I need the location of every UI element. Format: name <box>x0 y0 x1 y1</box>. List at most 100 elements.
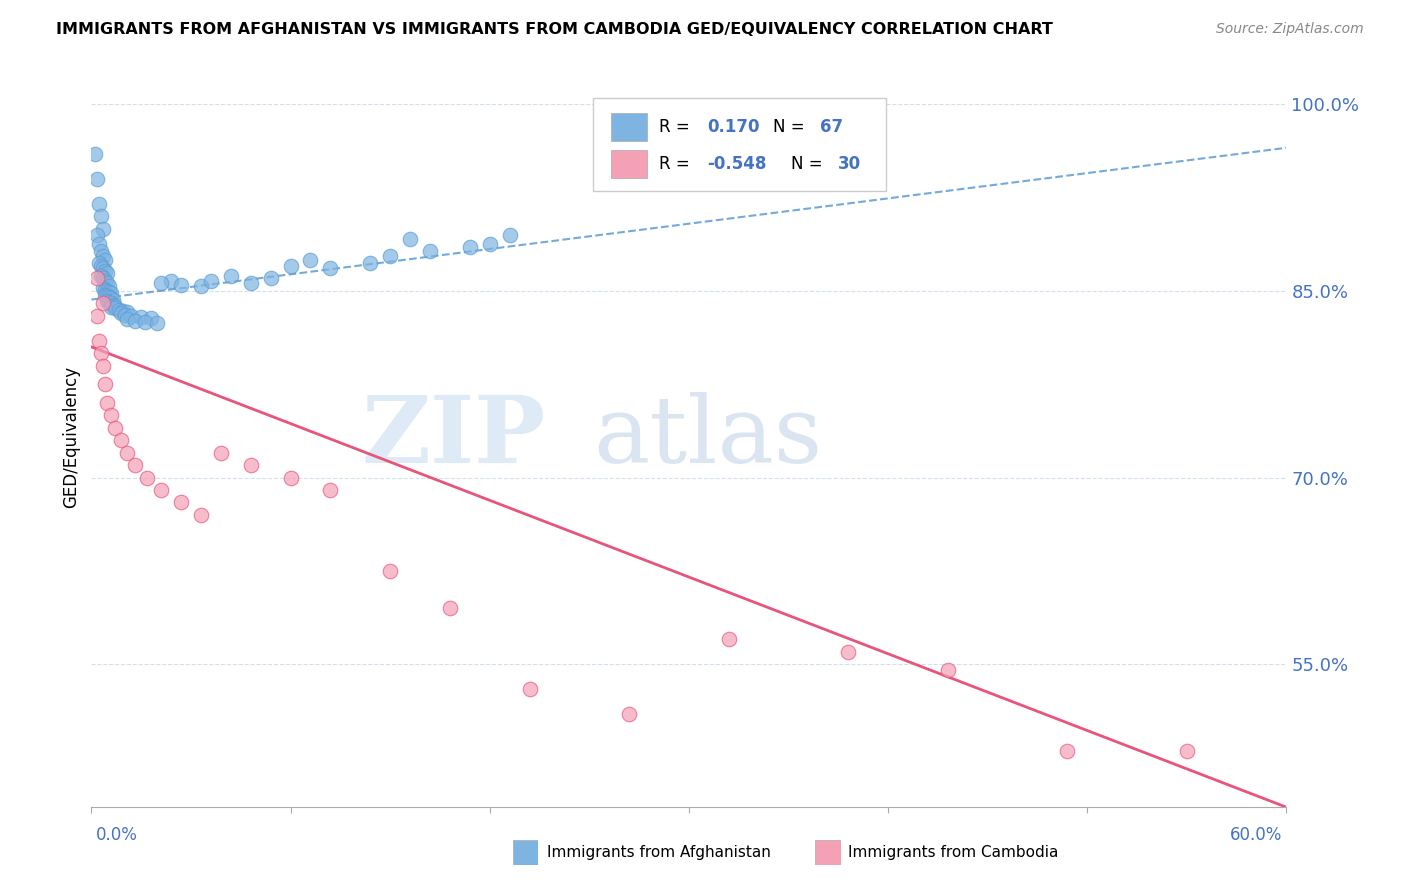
Point <box>90 244 112 258</box>
Text: 30: 30 <box>838 155 862 173</box>
Point <box>96 289 118 303</box>
Point <box>94 264 117 278</box>
Point <box>160 274 183 288</box>
Point <box>93 221 115 235</box>
Point <box>94 252 117 267</box>
Point <box>98 290 121 304</box>
Text: 0.0%: 0.0% <box>96 826 138 844</box>
Point <box>150 277 173 291</box>
Text: Immigrants from Afghanistan: Immigrants from Afghanistan <box>547 846 770 860</box>
Point <box>86 271 108 285</box>
Point <box>94 377 117 392</box>
Point <box>129 310 152 324</box>
Point <box>146 316 169 330</box>
Point <box>120 309 142 323</box>
Point <box>103 293 125 307</box>
Point <box>86 227 108 242</box>
Y-axis label: GED/Equivalency: GED/Equivalency <box>62 366 80 508</box>
Point <box>94 287 117 301</box>
Point <box>519 681 541 696</box>
Point <box>170 277 193 292</box>
Point <box>90 268 112 283</box>
Point <box>104 421 127 435</box>
Point <box>280 470 302 484</box>
Point <box>89 236 111 251</box>
Point <box>90 346 112 360</box>
Point <box>717 632 740 647</box>
Point <box>93 261 115 276</box>
Point <box>94 283 117 297</box>
Point <box>100 409 122 423</box>
Point <box>150 483 173 497</box>
Point <box>936 664 959 678</box>
Point <box>115 312 138 326</box>
Point <box>98 295 121 310</box>
Point <box>103 297 125 311</box>
FancyBboxPatch shape <box>612 112 647 141</box>
Point <box>93 271 115 285</box>
Point <box>837 645 859 659</box>
Point <box>115 445 138 459</box>
Point <box>209 445 232 459</box>
Point <box>98 279 121 293</box>
Point <box>90 259 112 273</box>
Point <box>619 706 641 721</box>
Point <box>98 285 121 299</box>
Text: IMMIGRANTS FROM AFGHANISTAN VS IMMIGRANTS FROM CAMBODIA GED/EQUIVALENCY CORRELAT: IMMIGRANTS FROM AFGHANISTAN VS IMMIGRANT… <box>56 22 1053 37</box>
Text: 67: 67 <box>821 118 844 136</box>
Text: R =: R = <box>659 155 695 173</box>
Point <box>100 286 122 301</box>
Point <box>200 274 222 288</box>
Point <box>96 284 118 298</box>
Point <box>89 256 111 270</box>
Point <box>170 495 193 509</box>
FancyBboxPatch shape <box>593 98 886 191</box>
Text: R =: R = <box>659 118 695 136</box>
Point <box>93 249 115 263</box>
Text: Immigrants from Cambodia: Immigrants from Cambodia <box>848 846 1059 860</box>
Point <box>112 303 135 318</box>
Point <box>141 311 162 326</box>
Point <box>439 601 461 615</box>
Point <box>104 299 127 313</box>
Point <box>124 314 146 328</box>
Point <box>110 306 132 320</box>
Point <box>1056 744 1078 758</box>
Point <box>96 267 118 281</box>
Point <box>100 296 122 310</box>
Text: 60.0%: 60.0% <box>1230 826 1282 844</box>
Point <box>84 147 107 161</box>
Point <box>89 334 111 348</box>
Point <box>299 252 322 267</box>
Point <box>190 279 212 293</box>
Point <box>219 268 242 283</box>
Point <box>478 236 501 251</box>
Text: atlas: atlas <box>593 392 823 482</box>
Point <box>124 458 146 472</box>
Point <box>104 301 127 316</box>
Text: N =: N = <box>772 118 810 136</box>
Point <box>90 209 112 223</box>
Point <box>94 274 117 288</box>
Point <box>108 302 131 317</box>
Text: 0.170: 0.170 <box>707 118 759 136</box>
Point <box>96 293 118 308</box>
Point <box>136 470 159 484</box>
Point <box>419 244 441 258</box>
Point <box>190 508 212 522</box>
FancyBboxPatch shape <box>612 150 647 178</box>
Point <box>100 300 122 314</box>
Point <box>259 271 281 285</box>
Point <box>114 308 136 322</box>
Point <box>498 227 520 242</box>
Point <box>86 172 108 186</box>
Point <box>319 261 342 276</box>
Point <box>458 240 481 254</box>
Point <box>239 277 262 291</box>
Point <box>89 196 111 211</box>
Point <box>359 256 381 270</box>
Text: Source: ZipAtlas.com: Source: ZipAtlas.com <box>1216 22 1364 37</box>
Point <box>93 281 115 295</box>
Point <box>110 433 132 447</box>
Point <box>86 309 108 323</box>
